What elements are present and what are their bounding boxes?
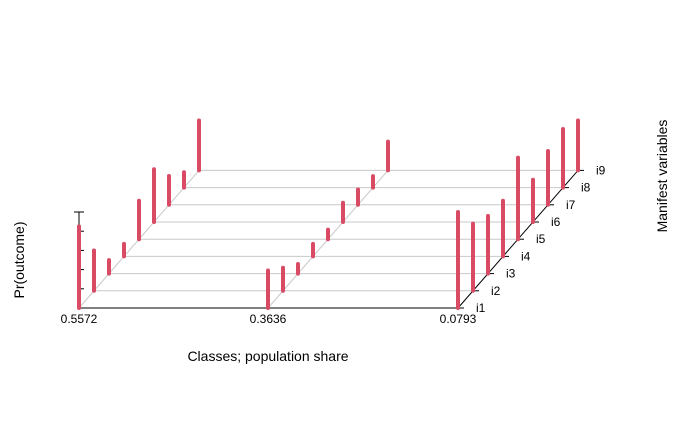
variable-label-i3: i3 <box>506 267 516 281</box>
variable-label-i1: i1 <box>476 301 486 315</box>
variable-label-i8: i8 <box>581 181 591 195</box>
bar-layer <box>77 118 580 310</box>
x-axis-title: Classes; population share <box>187 348 348 364</box>
z-axis-title: Manifest variables <box>654 120 670 233</box>
x-tick-label: 0.0793 <box>440 312 477 326</box>
variable-label-i2: i2 <box>491 284 501 298</box>
variable-label-i5: i5 <box>536 232 546 246</box>
x-tick-label: 0.3636 <box>250 312 287 326</box>
variable-label-i6: i6 <box>551 215 561 229</box>
variable-label-i9: i9 <box>596 163 606 177</box>
variable-label-i7: i7 <box>566 198 576 212</box>
variable-label-i4: i4 <box>521 249 531 263</box>
y-axis-title: Pr(outcome) <box>11 221 27 298</box>
x-tick-label: 0.5572 <box>61 312 98 326</box>
label-layer: Classes; population share Pr(outcome) Ma… <box>11 120 670 364</box>
